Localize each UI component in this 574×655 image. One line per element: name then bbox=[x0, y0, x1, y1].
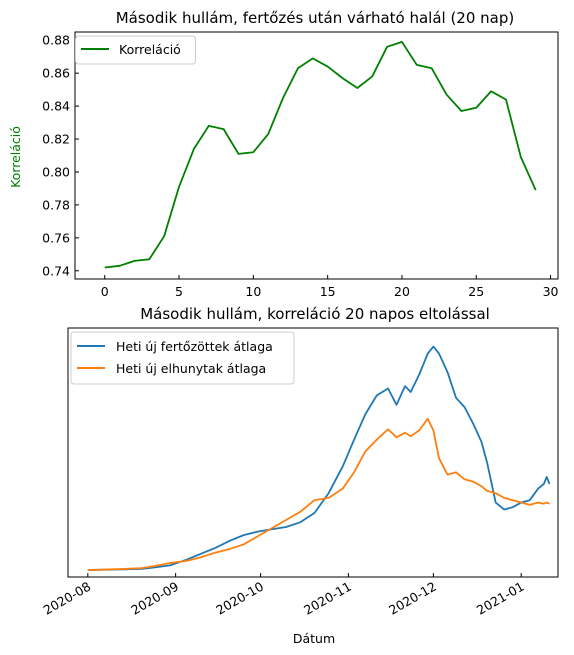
bottom-panel: Második hullám, korreláció 20 napos elto… bbox=[41, 305, 559, 646]
top-y-tick-label: 0.86 bbox=[42, 66, 70, 81]
top-x-tick-label: 20 bbox=[394, 284, 410, 299]
top-panel: Második hullám, fertőzés után várható ha… bbox=[8, 9, 559, 299]
bottom-legend: Heti új fertőzöttek átlaga Heti új elhun… bbox=[70, 331, 295, 385]
bottom-legend-label-elhunytak: Heti új elhunytak átlaga bbox=[116, 361, 266, 376]
bottom-x-axis-label: Dátum bbox=[293, 631, 335, 646]
bottom-legend-label-fertozottek: Heti új fertőzöttek átlaga bbox=[116, 339, 273, 354]
bottom-x-tick-label: 2021-01 bbox=[474, 579, 527, 618]
top-x-tick-label: 10 bbox=[245, 284, 261, 299]
bottom-series-line-fertozottek bbox=[87, 345, 551, 571]
top-y-axis-label: Korreláció bbox=[8, 126, 23, 188]
bottom-series-line-elhunytak bbox=[87, 417, 550, 571]
top-x-tick-label: 30 bbox=[543, 284, 559, 299]
top-y-ticks: 0.74 0.76 0.78 0.80 0.82 0.84 0.86 0.88 bbox=[42, 33, 79, 278]
top-x-ticks: 0 5 10 15 20 25 30 bbox=[101, 275, 559, 299]
bottom-x-tick-label: 2020-09 bbox=[128, 579, 181, 618]
bottom-x-tick-label: 2020-12 bbox=[386, 579, 439, 618]
top-plot-frame bbox=[74, 31, 559, 280]
top-legend-box bbox=[75, 35, 196, 65]
top-series-line-korrelacio bbox=[104, 40, 537, 269]
bottom-x-ticks: 2020-08 2020-09 2020-10 2020-11 2020-12 2021-… bbox=[41, 573, 527, 618]
top-x-tick-label: 5 bbox=[175, 284, 183, 299]
top-x-tick-label: 25 bbox=[468, 284, 484, 299]
bottom-x-tick-label: 2020-11 bbox=[301, 579, 354, 618]
top-y-tick-label: 0.76 bbox=[42, 230, 70, 245]
top-y-tick-label: 0.80 bbox=[42, 164, 70, 179]
top-legend: Korreláció bbox=[75, 35, 196, 65]
top-y-tick-label: 0.82 bbox=[42, 132, 70, 147]
bottom-x-tick-label: 2020-10 bbox=[213, 579, 266, 618]
top-x-tick-label: 15 bbox=[320, 284, 336, 299]
top-x-tick-label: 0 bbox=[101, 284, 109, 299]
bottom-chart-title: Második hullám, korreláció 20 napos elto… bbox=[140, 305, 490, 323]
top-y-tick-label: 0.74 bbox=[42, 263, 70, 278]
bottom-plot-frame bbox=[67, 327, 559, 578]
top-chart-title: Második hullám, fertőzés után várható ha… bbox=[116, 9, 515, 27]
top-y-tick-label: 0.88 bbox=[42, 33, 70, 48]
top-legend-label: Korreláció bbox=[119, 42, 181, 57]
top-y-tick-label: 0.84 bbox=[42, 99, 70, 114]
bottom-legend-box bbox=[70, 331, 295, 385]
bottom-x-tick-label: 2020-08 bbox=[41, 579, 94, 618]
top-y-tick-label: 0.78 bbox=[42, 197, 70, 212]
